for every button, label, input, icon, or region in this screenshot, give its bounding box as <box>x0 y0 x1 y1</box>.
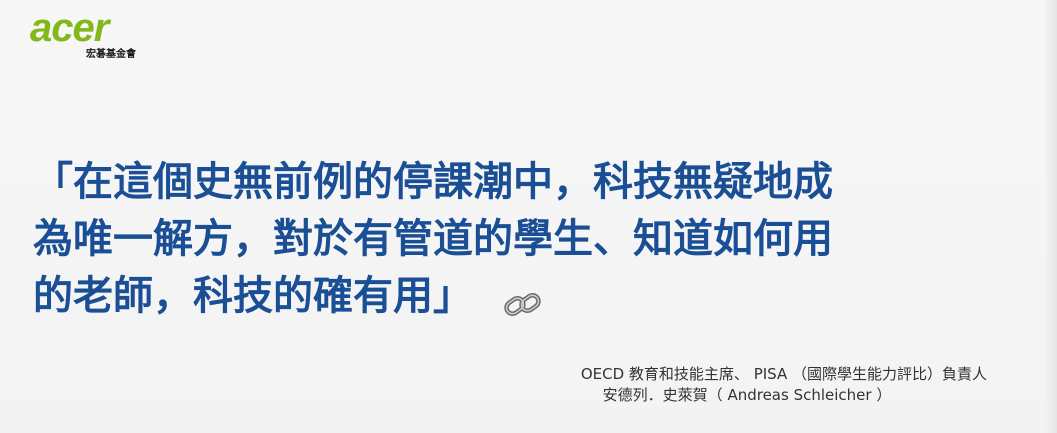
attribution-title: OECD 教育和技能主席、 PISA （國際學生能力評比）負責人 <box>580 365 987 383</box>
attribution: OECD 教育和技能主席、 PISA （國際學生能力評比）負責人 安德列．史萊賀… <box>467 364 987 406</box>
slide-edge <box>1045 0 1057 433</box>
attribution-name: 安德列．史萊賀（ Andreas Schleicher ） <box>602 386 892 404</box>
quote-line-3-text: 的老師，科技的確有用」 <box>33 273 473 319</box>
acer-foundation-logo: acer 宏碁基金會 <box>30 8 150 64</box>
quote-line-2: 為唯一解方，對於有管道的學生、知道如何用 <box>33 216 833 262</box>
logo-wordmark: acer <box>30 6 109 50</box>
quote-line-1: 「在這個史無前例的停課潮中，科技無疑地成 <box>33 159 833 205</box>
link-icon[interactable] <box>503 278 543 316</box>
quote: 「在這個史無前例的停課潮中，科技無疑地成 為唯一解方，對於有管道的學生、知道如何… <box>33 154 998 325</box>
quote-line-3: 的老師，科技的確有用」 <box>33 268 998 325</box>
logo-subtitle: 宏碁基金會 <box>86 49 136 60</box>
